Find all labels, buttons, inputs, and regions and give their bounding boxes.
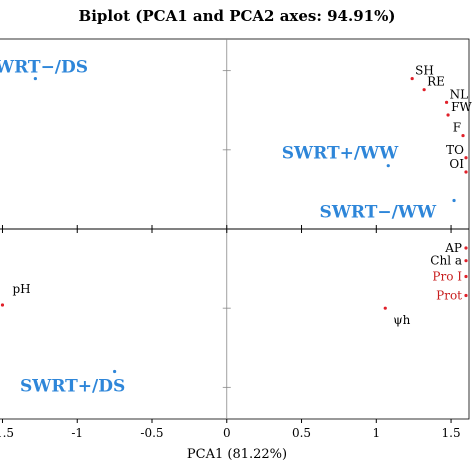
variable-point-10 [464, 293, 468, 298]
variable-point-1 [422, 88, 426, 92]
variable-label-3: FW [451, 100, 472, 114]
variable-point-6 [464, 170, 468, 174]
x-ticks: -1.5 -1 -0.5 0 0.5 1 1.5 [0, 225, 461, 440]
x-tick-label-2: -0.5 [140, 426, 163, 440]
variable-label-12: pH [12, 282, 30, 296]
x-tick-label-1: -1 [71, 426, 83, 440]
x-axis-label: PCA1 (81.22%) [187, 447, 287, 462]
variable-point-7 [464, 246, 468, 250]
variable-label-1: RE [427, 75, 445, 89]
variable-label-7: AP [444, 241, 462, 255]
variable-point-5 [464, 156, 468, 160]
variable-point-3 [446, 113, 450, 117]
variable-label-6: OI [449, 157, 464, 171]
variable-label-2: NL [450, 87, 469, 101]
variable-label-5: TO [446, 143, 464, 157]
treatment-label-2: SWRT−/WW [320, 203, 437, 223]
variable-label-0: SH [415, 64, 434, 78]
treatment-label-0: SWRT−/DS [0, 58, 88, 78]
variable-label-10: Prot [436, 289, 462, 303]
variable-label-8: Chl a [430, 254, 462, 268]
variable-point-9 [464, 274, 468, 279]
treatment-point-0 [33, 76, 37, 81]
treatment-point-1 [386, 164, 390, 168]
treatment-point-2 [452, 198, 456, 203]
x-tick-label-3: 0 [223, 426, 231, 440]
variable-point-8 [464, 259, 468, 263]
variable-label-11: ψh [393, 313, 410, 327]
axes [0, 39, 469, 419]
variable-label-4: F [453, 121, 461, 135]
treatment-label-1: SWRT+/WW [282, 144, 399, 164]
variable-label-9: Pro I [432, 270, 462, 284]
x-tick-label-0: -1.5 [0, 426, 14, 440]
x-tick-label-4: 0.5 [292, 426, 311, 440]
variable-point-4 [461, 133, 465, 138]
x-tick-label-5: 1 [372, 426, 380, 440]
variable-point-12 [0, 303, 5, 307]
treatment-point-3 [113, 369, 117, 374]
variable-point-2 [444, 100, 449, 104]
x-tick-label-6: 1.5 [442, 426, 461, 440]
variable-point-0 [410, 76, 414, 81]
variable-point-11 [383, 306, 387, 310]
data-points [0, 76, 468, 374]
treatment-label-3: SWRT+/DS [20, 377, 125, 397]
chart-title: Biplot (PCA1 and PCA2 axes: 94.91%) [79, 7, 396, 25]
